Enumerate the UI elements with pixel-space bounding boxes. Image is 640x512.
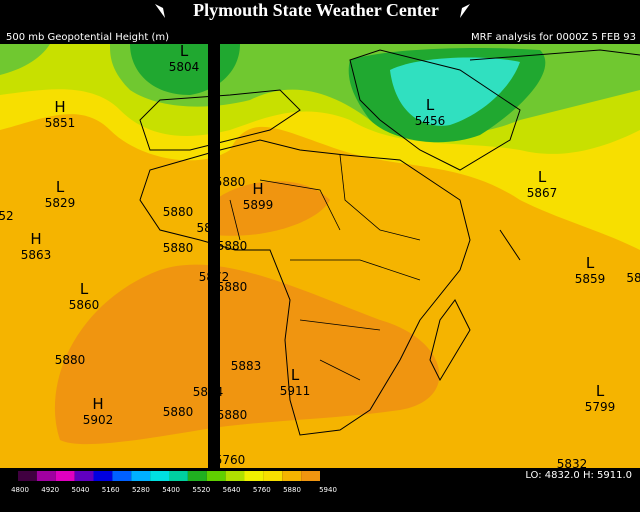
data-gap-bar <box>208 44 220 468</box>
contour-label: 5880 <box>163 205 194 219</box>
map <box>0 44 640 468</box>
legend: 4800 4920 5040 5160 5280 5400 5520 5640 5760 5880… <box>11 471 337 494</box>
center-symbol: L <box>80 280 89 298</box>
high-region <box>54 264 440 445</box>
contour-label: 5832 <box>557 457 588 471</box>
legend-label: 5520 <box>192 486 210 494</box>
contour-label: 5880 <box>55 353 86 367</box>
legend-swatch <box>206 471 226 481</box>
center-symbol: L <box>180 42 189 60</box>
legend-label: 4920 <box>41 486 59 494</box>
center-symbol: H <box>252 180 263 198</box>
center-symbol: L <box>538 168 547 186</box>
center-symbol: H <box>54 98 65 116</box>
field-label: 500 mb Geopotential Height (m) <box>6 32 169 43</box>
contour-label: 5872 <box>199 270 230 284</box>
contour-label: 5880 <box>163 405 194 419</box>
legend-swatch <box>301 471 320 481</box>
legend-swatch <box>55 471 75 481</box>
center-value: 5902 <box>83 413 114 427</box>
map-labels: H5851L5829H5863L5860H5902L5804L5456H5899… <box>0 42 640 471</box>
contour-label: 5880 <box>217 408 248 422</box>
legend-swatch <box>169 471 188 481</box>
run-label: MRF analysis for 0000Z 5 FEB 93 <box>471 32 636 43</box>
legend-swatch <box>244 471 264 481</box>
legend-label: 5940 <box>319 486 337 494</box>
legend-swatch <box>93 471 113 481</box>
center-value: 5799 <box>585 400 616 414</box>
center-value: 5456 <box>415 114 446 128</box>
center-symbol: L <box>56 178 65 196</box>
legend-swatch <box>112 471 132 481</box>
legend-label: 5880 <box>283 486 301 494</box>
center-symbol: L <box>596 382 605 400</box>
contour-label: 5884 <box>193 385 224 399</box>
center-value: 5829 <box>45 196 76 210</box>
borders <box>229 154 421 381</box>
contour-label: 58 <box>626 271 640 285</box>
title: Plymouth State Weather Center <box>193 0 439 20</box>
center-value: 5867 <box>527 186 558 200</box>
contour-label: 5880 <box>215 175 246 189</box>
legend-label: 5040 <box>72 486 90 494</box>
center-value: 5860 <box>69 298 100 312</box>
legend-label: 5400 <box>162 486 180 494</box>
legend-swatch <box>18 471 37 481</box>
legend-label: 5280 <box>132 486 150 494</box>
contour-label: 5880 <box>217 280 248 294</box>
center-value: 5851 <box>45 116 76 130</box>
center-symbol: H <box>30 230 41 248</box>
legend-label: 5640 <box>223 486 241 494</box>
legend-swatch <box>187 471 207 481</box>
contour-label: 5883 <box>231 359 262 373</box>
legend-swatch <box>282 471 302 481</box>
legend-swatch <box>74 471 94 481</box>
contour-label: 52 <box>0 209 14 223</box>
cyan-region <box>390 57 520 126</box>
contour-label: 582 <box>197 221 220 235</box>
legend-label: 4800 <box>11 486 29 494</box>
center-value: 5863 <box>21 248 52 262</box>
legend-swatch <box>131 471 151 481</box>
center-symbol: L <box>426 96 435 114</box>
coastlines <box>139 49 640 436</box>
legend-swatch <box>263 471 283 481</box>
center-symbol: L <box>586 254 595 272</box>
center-value: 5804 <box>169 60 200 74</box>
legend-swatch <box>36 471 56 481</box>
legend-swatch <box>150 471 169 481</box>
legend-label: 5160 <box>102 486 120 494</box>
range-label: LO: 4832.0 H: 5911.0 <box>525 470 632 481</box>
center-symbol: L <box>291 366 300 384</box>
legend-label: 5760 <box>253 486 271 494</box>
contour-label: 5880 <box>217 239 248 253</box>
center-value: 5859 <box>575 272 606 286</box>
center-value: 5899 <box>243 198 274 212</box>
high-region <box>215 181 330 236</box>
center-symbol: H <box>92 395 103 413</box>
contour-label: 5760 <box>215 453 246 467</box>
legend-swatch <box>225 471 245 481</box>
contour-label: 5880 <box>163 241 194 255</box>
center-value: 5911 <box>280 384 311 398</box>
